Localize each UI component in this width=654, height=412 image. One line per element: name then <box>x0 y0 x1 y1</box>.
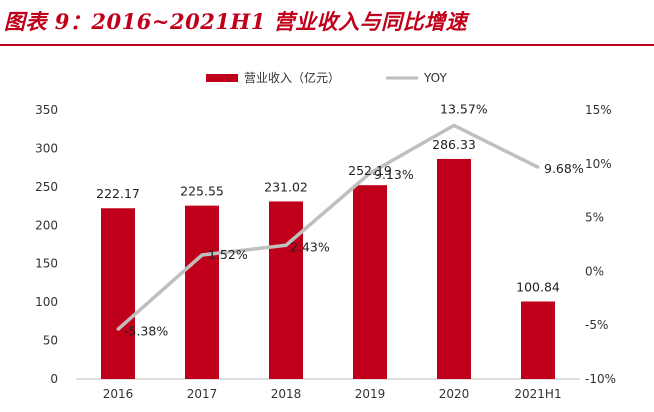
y-right-tick-label: 15% <box>585 103 612 117</box>
yoy-value-label: 9.13% <box>374 167 414 182</box>
title-divider <box>0 44 654 46</box>
figure-title: 图表 9：2016~2021H1 营业收入与同比增速 <box>4 9 468 34</box>
bar-value-label: 100.84 <box>516 279 560 294</box>
point-yoy-2021H1 <box>536 165 540 169</box>
x-tick-label: 2021H1 <box>514 387 561 401</box>
bar-revenue-2020 <box>437 158 471 379</box>
legend-label-revenue: 营业收入（亿元） <box>244 70 340 85</box>
yoy-value-label: -5.38% <box>124 323 168 338</box>
bar-value-label: 286.33 <box>432 137 476 152</box>
bar-value-label: 231.02 <box>264 179 308 194</box>
point-yoy-2017 <box>200 253 204 257</box>
y-left-tick-label: 50 <box>43 334 58 348</box>
yoy-value-label: 9.68% <box>544 161 584 176</box>
bar-value-label: 225.55 <box>180 184 224 199</box>
point-yoy-2018 <box>284 243 288 247</box>
y-left-tick-label: 250 <box>35 180 58 194</box>
point-yoy-2020 <box>452 123 456 127</box>
point-yoy-2016 <box>116 327 120 331</box>
x-tick-label: 2016 <box>103 387 134 401</box>
line-yoy <box>116 123 539 331</box>
bar-value-label: 222.17 <box>96 186 140 201</box>
y-right-tick-label: 10% <box>585 157 612 171</box>
x-tick-label: 2019 <box>355 387 386 401</box>
x-tick-label: 2018 <box>271 387 302 401</box>
y-left-tick-label: 100 <box>35 295 58 309</box>
data-labels: 222.17 225.55 231.02 252.19 286.33 100.84 -5.3… <box>96 101 584 338</box>
bar-revenue-2017 <box>185 205 219 379</box>
bar-revenue-2016 <box>101 208 135 379</box>
y-left-tick-label: 200 <box>35 218 58 232</box>
x-tick-label: 2017 <box>187 387 218 401</box>
axes: 0 50 100 150 200 250 300 350 -10% -5% 0% 5% 10% 15% 20… <box>35 103 616 401</box>
bar-series <box>101 158 555 379</box>
y-right-tick-label: 5% <box>585 211 604 225</box>
y-left-tick-label: 350 <box>35 103 58 117</box>
y-right-tick-label: 0% <box>585 264 604 278</box>
y-left-tick-label: 0 <box>50 372 58 386</box>
yoy-value-label: 1.52% <box>208 247 248 262</box>
yoy-value-label: 2.43% <box>290 239 330 254</box>
y-right-tick-label: -10% <box>585 372 616 386</box>
bar-value-label: 252.19 <box>348 163 392 178</box>
line-series <box>116 123 540 331</box>
y-left-tick-label: 150 <box>35 257 58 271</box>
legend-swatch-revenue <box>206 74 238 82</box>
legend-label-yoy: YOY <box>423 71 447 85</box>
legend: 营业收入（亿元） YOY <box>206 70 447 85</box>
x-tick-label: 2020 <box>439 387 470 401</box>
point-yoy-2019 <box>368 171 372 175</box>
y-left-tick-label: 300 <box>35 141 58 155</box>
bar-revenue-2019 <box>353 185 387 379</box>
y-right-tick-label: -5% <box>585 318 608 332</box>
yoy-value-label: 13.57% <box>440 101 488 116</box>
bar-revenue-2018 <box>269 201 303 379</box>
bar-revenue-2021H1 <box>521 301 555 379</box>
